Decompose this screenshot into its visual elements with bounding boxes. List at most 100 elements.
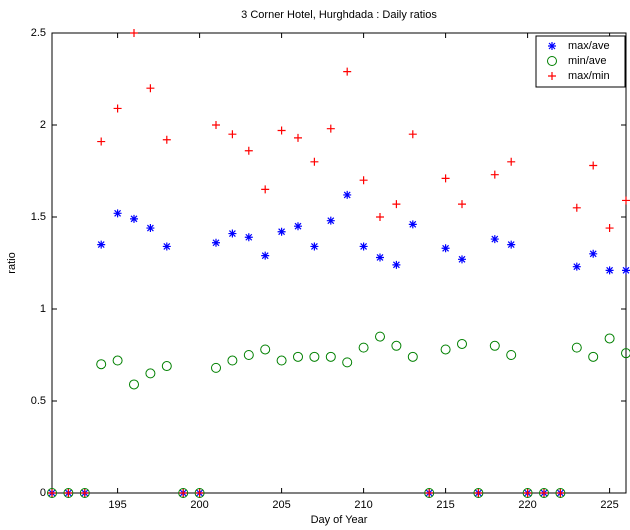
legend-marker bbox=[548, 42, 556, 50]
point bbox=[523, 489, 532, 497]
point bbox=[622, 196, 630, 205]
point bbox=[80, 489, 89, 497]
point bbox=[310, 157, 319, 166]
point bbox=[490, 170, 499, 179]
point bbox=[407, 351, 418, 362]
y-tick-label: 1 bbox=[40, 303, 46, 315]
point bbox=[112, 355, 123, 366]
point bbox=[604, 333, 615, 344]
point bbox=[359, 242, 368, 251]
point bbox=[589, 161, 598, 170]
point bbox=[376, 253, 384, 262]
point bbox=[195, 489, 204, 497]
point bbox=[343, 190, 352, 199]
point bbox=[441, 244, 450, 253]
y-axis-label: ratio bbox=[6, 252, 18, 273]
point bbox=[64, 489, 73, 497]
point bbox=[522, 488, 533, 498]
x-tick-label: 205 bbox=[272, 499, 290, 511]
x-axis-label: Day of Year bbox=[311, 514, 368, 526]
point bbox=[571, 342, 582, 353]
point bbox=[342, 357, 353, 368]
point bbox=[588, 351, 599, 362]
chart-title: 3 Corner Hotel, Hurghdada : Daily ratios bbox=[241, 9, 437, 21]
y-tick-label: 1.5 bbox=[31, 211, 46, 223]
point bbox=[294, 222, 302, 231]
point bbox=[325, 351, 336, 362]
point bbox=[228, 229, 237, 238]
point bbox=[146, 224, 155, 233]
point bbox=[343, 67, 352, 76]
point bbox=[63, 488, 74, 498]
point bbox=[130, 214, 138, 223]
point bbox=[212, 121, 220, 129]
point bbox=[605, 224, 614, 233]
x-tick-label: 210 bbox=[354, 499, 372, 511]
point bbox=[277, 126, 286, 135]
point bbox=[113, 104, 122, 113]
point bbox=[309, 351, 320, 362]
point bbox=[310, 242, 319, 251]
point bbox=[227, 355, 238, 366]
point bbox=[97, 137, 106, 146]
point bbox=[228, 130, 237, 139]
point bbox=[261, 185, 270, 194]
point bbox=[48, 489, 56, 497]
x-tick-label: 215 bbox=[436, 499, 454, 511]
point bbox=[162, 242, 171, 251]
point bbox=[130, 29, 138, 37]
point bbox=[276, 355, 287, 366]
point bbox=[375, 331, 385, 342]
point bbox=[507, 240, 516, 249]
point bbox=[555, 488, 566, 498]
point bbox=[572, 203, 581, 212]
point bbox=[506, 350, 517, 360]
point bbox=[294, 133, 302, 142]
point bbox=[391, 340, 402, 351]
point bbox=[326, 124, 335, 133]
x-tick-label: 195 bbox=[108, 499, 126, 511]
point bbox=[622, 266, 630, 275]
point bbox=[260, 344, 271, 355]
point bbox=[243, 350, 254, 360]
point bbox=[441, 174, 450, 183]
point bbox=[489, 340, 500, 351]
point bbox=[392, 200, 401, 209]
point bbox=[572, 262, 581, 271]
point bbox=[539, 488, 549, 498]
point bbox=[425, 489, 434, 497]
point bbox=[79, 488, 90, 498]
legend-marker bbox=[548, 72, 556, 80]
point bbox=[458, 255, 466, 264]
point bbox=[556, 489, 565, 497]
point bbox=[211, 362, 221, 373]
point bbox=[358, 342, 369, 353]
point bbox=[408, 220, 417, 229]
point bbox=[359, 176, 368, 185]
y-tick-label: 2.5 bbox=[31, 27, 46, 39]
point bbox=[605, 266, 614, 275]
point bbox=[293, 351, 303, 362]
point bbox=[424, 488, 435, 498]
legend-label: min/ave bbox=[568, 55, 607, 67]
point bbox=[194, 488, 205, 498]
point bbox=[408, 130, 417, 139]
point bbox=[457, 338, 467, 349]
point bbox=[145, 368, 156, 379]
y-tick-label: 0.5 bbox=[31, 395, 46, 407]
point bbox=[540, 489, 548, 497]
y-tick-label: 2 bbox=[40, 119, 46, 131]
legend-marker bbox=[547, 56, 557, 66]
point bbox=[96, 359, 107, 370]
point bbox=[261, 251, 270, 260]
point bbox=[47, 488, 57, 498]
point bbox=[97, 240, 106, 249]
x-tick-label: 225 bbox=[600, 499, 618, 511]
point bbox=[212, 238, 220, 247]
y-tick-label: 0 bbox=[40, 487, 46, 499]
point bbox=[129, 379, 139, 390]
point bbox=[244, 146, 253, 155]
point bbox=[376, 213, 384, 221]
point bbox=[146, 84, 155, 93]
